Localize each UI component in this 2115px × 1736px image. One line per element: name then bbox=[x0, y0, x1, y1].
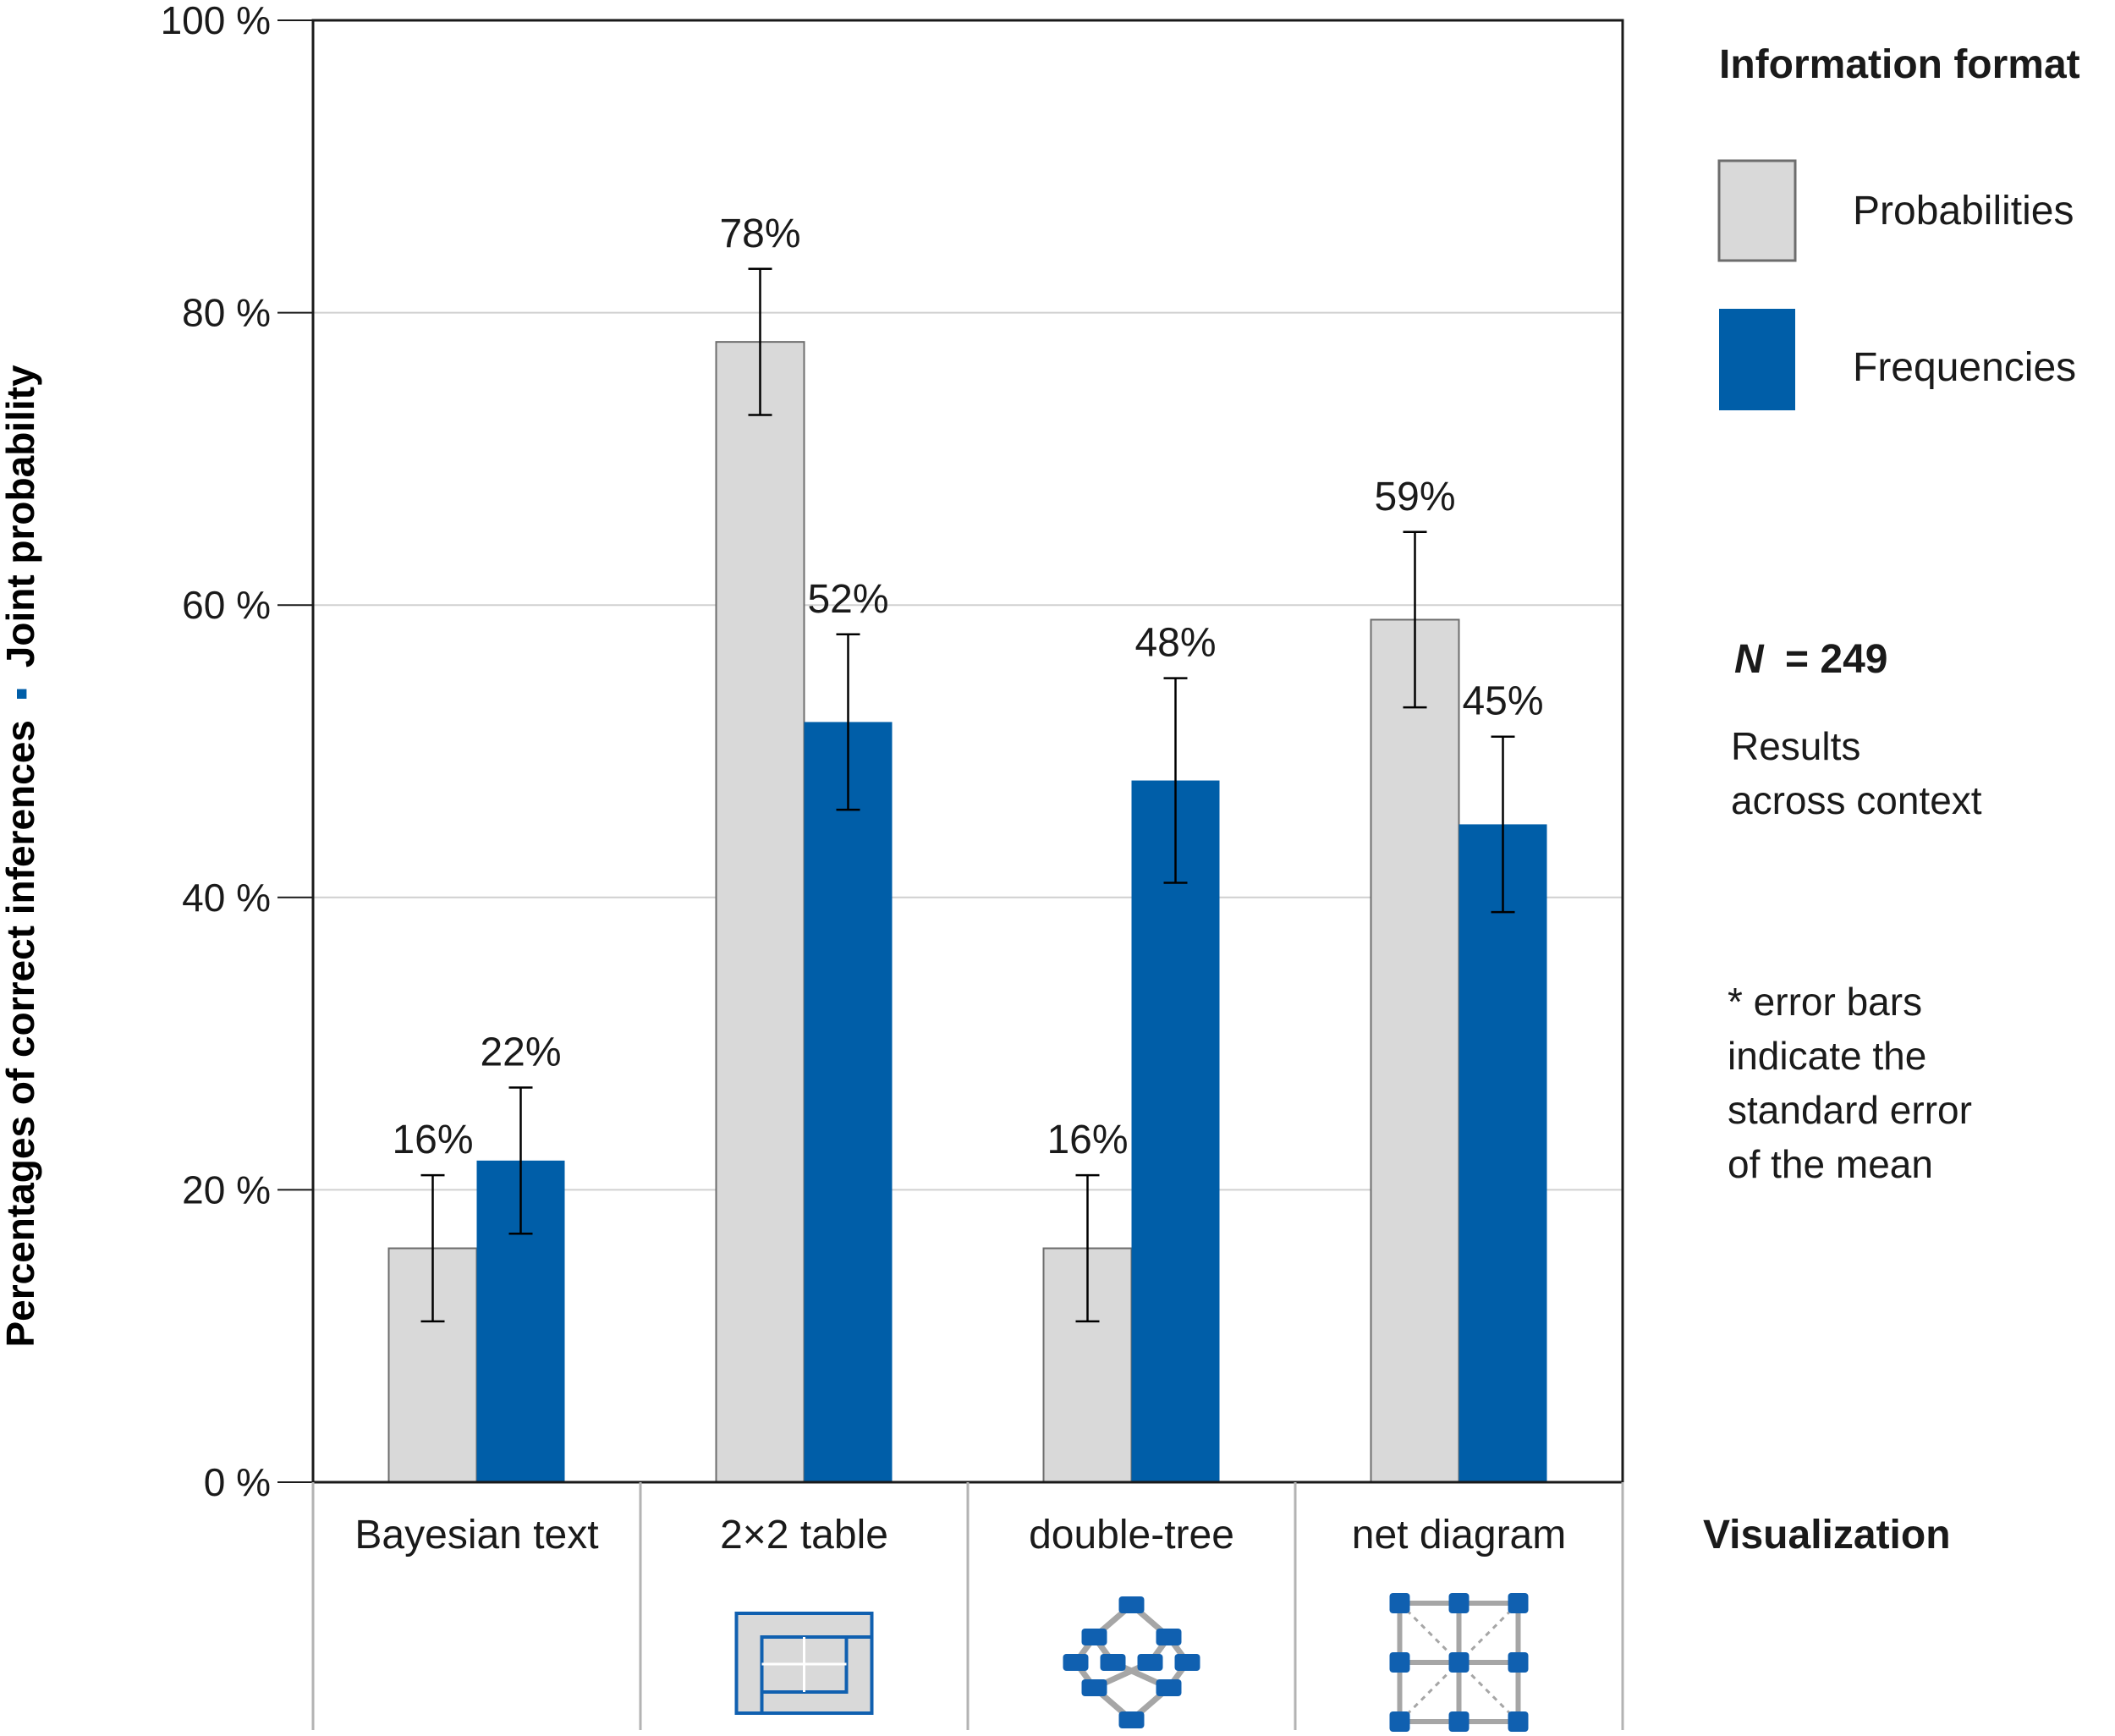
legend-label-probabilities: Probabilities bbox=[1853, 189, 2074, 233]
error-bar-frequencies-4 bbox=[1491, 735, 1515, 914]
y-tick-label: 40 % bbox=[182, 876, 271, 920]
data-label-probabilities-1: 16% bbox=[392, 1118, 473, 1162]
error-note-line1: * error bars bbox=[1728, 980, 1922, 1024]
category-label-3: double-tree bbox=[1029, 1513, 1234, 1557]
x-axis-title: Visualization bbox=[1703, 1513, 1951, 1557]
data-label-frequencies-4: 45% bbox=[1462, 679, 1543, 724]
legend: Information format Probabilities Frequen… bbox=[1717, 42, 2080, 410]
category-icons bbox=[734, 1593, 1529, 1732]
error-bar-probabilities-4 bbox=[1403, 530, 1427, 709]
data-label-probabilities-4: 59% bbox=[1374, 475, 1455, 519]
data-label-probabilities-2: 78% bbox=[719, 212, 800, 256]
category-label-1: Bayesian text bbox=[354, 1513, 598, 1557]
table-2x2-icon bbox=[734, 1612, 874, 1715]
y-tick-label: 0 % bbox=[204, 1460, 271, 1504]
results-note-line1: Results bbox=[1731, 724, 1860, 768]
legend-label-frequencies: Frequencies bbox=[1853, 345, 2076, 390]
sample-size-value: = 249 bbox=[1785, 637, 1887, 682]
bar-probabilities-4 bbox=[1370, 618, 1460, 1483]
error-bar-probabilities-1 bbox=[420, 1173, 445, 1323]
legend-swatch-probabilities bbox=[1717, 159, 1797, 262]
category-labels: Bayesian text 2×2 table double-tree net dia… bbox=[311, 1482, 1624, 1730]
y-axis-title-part2: Joint probability bbox=[0, 365, 42, 667]
data-labels: 16%22%78%52%16%48%59%45% bbox=[392, 212, 1543, 1162]
error-note-line3: standard error bbox=[1728, 1088, 1972, 1132]
bar-frequencies-3 bbox=[1131, 780, 1220, 1482]
results-note-line2: across context bbox=[1731, 778, 1982, 822]
y-tick-label: 20 % bbox=[182, 1167, 271, 1211]
y-tick-label: 60 % bbox=[182, 583, 271, 627]
bar-probabilities-2 bbox=[715, 341, 805, 1483]
data-label-frequencies-3: 48% bbox=[1134, 621, 1216, 666]
y-tick-label: 100 % bbox=[161, 0, 271, 42]
data-label-probabilities-3: 16% bbox=[1047, 1118, 1128, 1162]
sample-size: N = 249 bbox=[1734, 637, 1887, 682]
legend-swatch-frequencies bbox=[1719, 309, 1795, 410]
net-diagram-icon bbox=[1389, 1593, 1529, 1732]
double-tree-icon bbox=[1063, 1596, 1200, 1728]
legend-title: Information format bbox=[1719, 42, 2080, 87]
category-label-2: 2×2 table bbox=[720, 1513, 888, 1557]
error-bar-frequencies-2 bbox=[836, 633, 860, 811]
error-bars bbox=[420, 267, 1515, 1323]
y-axis-title-part1: Percentages of correct inferences bbox=[0, 720, 42, 1347]
error-bar-probabilities-2 bbox=[748, 267, 772, 416]
y-axis-title-separator: ▪ bbox=[0, 687, 42, 700]
error-bar-probabilities-3 bbox=[1075, 1173, 1100, 1323]
bars bbox=[387, 341, 1547, 1484]
error-bar-frequencies-3 bbox=[1163, 677, 1188, 884]
error-bar-frequencies-1 bbox=[508, 1086, 533, 1235]
error-note-line2: indicate the bbox=[1728, 1034, 1926, 1078]
data-label-frequencies-2: 52% bbox=[807, 577, 888, 622]
y-axis-title: Percentages of correct inferences ▪ Join… bbox=[0, 365, 42, 1348]
category-label-4: net diagram bbox=[1352, 1513, 1566, 1557]
bar-frequencies-2 bbox=[804, 722, 893, 1482]
sample-size-label: N bbox=[1734, 637, 1765, 682]
y-tick-label: 80 % bbox=[182, 291, 271, 335]
bar-frequencies-4 bbox=[1459, 824, 1547, 1482]
error-note-line4: of the mean bbox=[1728, 1142, 1933, 1186]
notes: N = 249 Results across context * error b… bbox=[1728, 637, 1982, 1186]
data-label-frequencies-1: 22% bbox=[480, 1030, 561, 1074]
